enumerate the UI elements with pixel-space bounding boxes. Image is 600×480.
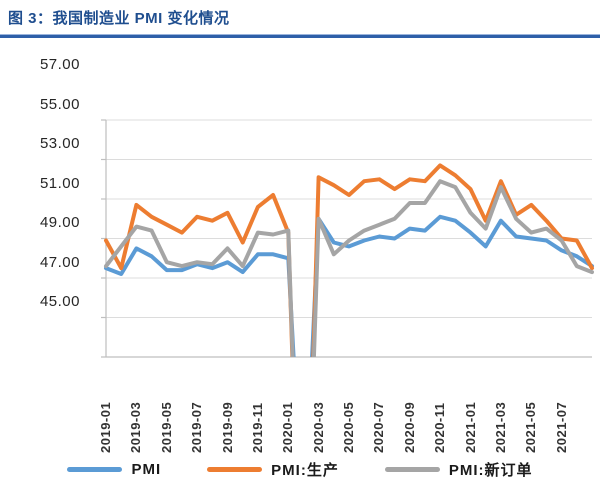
x-axis-tick-label: 2019-05 [158,401,174,453]
legend-swatch-new-orders [384,466,440,472]
figure-title: 图 3：我国制造业 PMI 变化情况 [8,10,230,27]
x-axis-tick-label: 2019-01 [98,401,113,453]
y-axis-tick-label: 45.00 [39,293,80,310]
series-line-1 [104,163,594,357]
series-line-0 [104,214,594,357]
x-axis-tick-label: 2020-09 [401,401,417,453]
legend-item-production: PMI:生产 [207,459,339,480]
x-axis-tick-label: 2019-11 [249,402,265,454]
y-axis-tick-label: 49.00 [39,214,80,231]
legend-swatch-pmi [67,466,123,472]
y-axis-tick-label: 53.00 [39,135,80,152]
y-axis-tick-label: 55.00 [39,95,80,113]
x-axis-tick-label: 2021-05 [523,401,539,453]
legend-label-pmi: PMI [131,460,162,478]
x-axis-tick-label: 2020-01 [280,401,296,453]
series-line-2 [104,179,594,357]
x-axis-tick-label: 2020-11 [432,402,448,454]
x-axis-tick-label: 2020-07 [371,401,387,453]
legend-item-pmi: PMI [67,461,161,478]
x-axis-tick-label: 2020-05 [341,401,356,453]
legend-label-new-orders: PMI:新订单 [448,461,533,479]
x-axis-tick-label: 2021-01 [462,401,478,453]
y-axis-tick-label: 47.00 [39,253,80,271]
y-axis-tick-label: 57.00 [39,56,80,73]
y-axis-tick-label: 51.00 [39,174,80,192]
x-axis-tick-label: 2021-03 [492,401,508,453]
x-axis-tick-label: 2021-07 [553,401,569,453]
x-axis-tick-label: 2019-07 [189,401,205,453]
legend-label-production: PMI:生产 [271,461,339,479]
x-axis-tick-label: 2019-09 [219,401,235,453]
x-axis-tick-label: 2020-03 [310,401,326,453]
legend-swatch-production [207,466,263,472]
series-group [104,163,594,357]
chart-legend: PMI PMI:生产 PMI:新订单 [0,458,600,480]
plot-area [101,119,594,358]
x-axis-tick-label: 2019-03 [128,401,144,453]
legend-item-new-orders: PMI:新订单 [384,459,533,480]
title-underline-rule [0,34,600,38]
pmi-line-chart: 57.00 55.00 53.00 51.00 49.00 47.00 45.00 2019… [0,55,600,479]
